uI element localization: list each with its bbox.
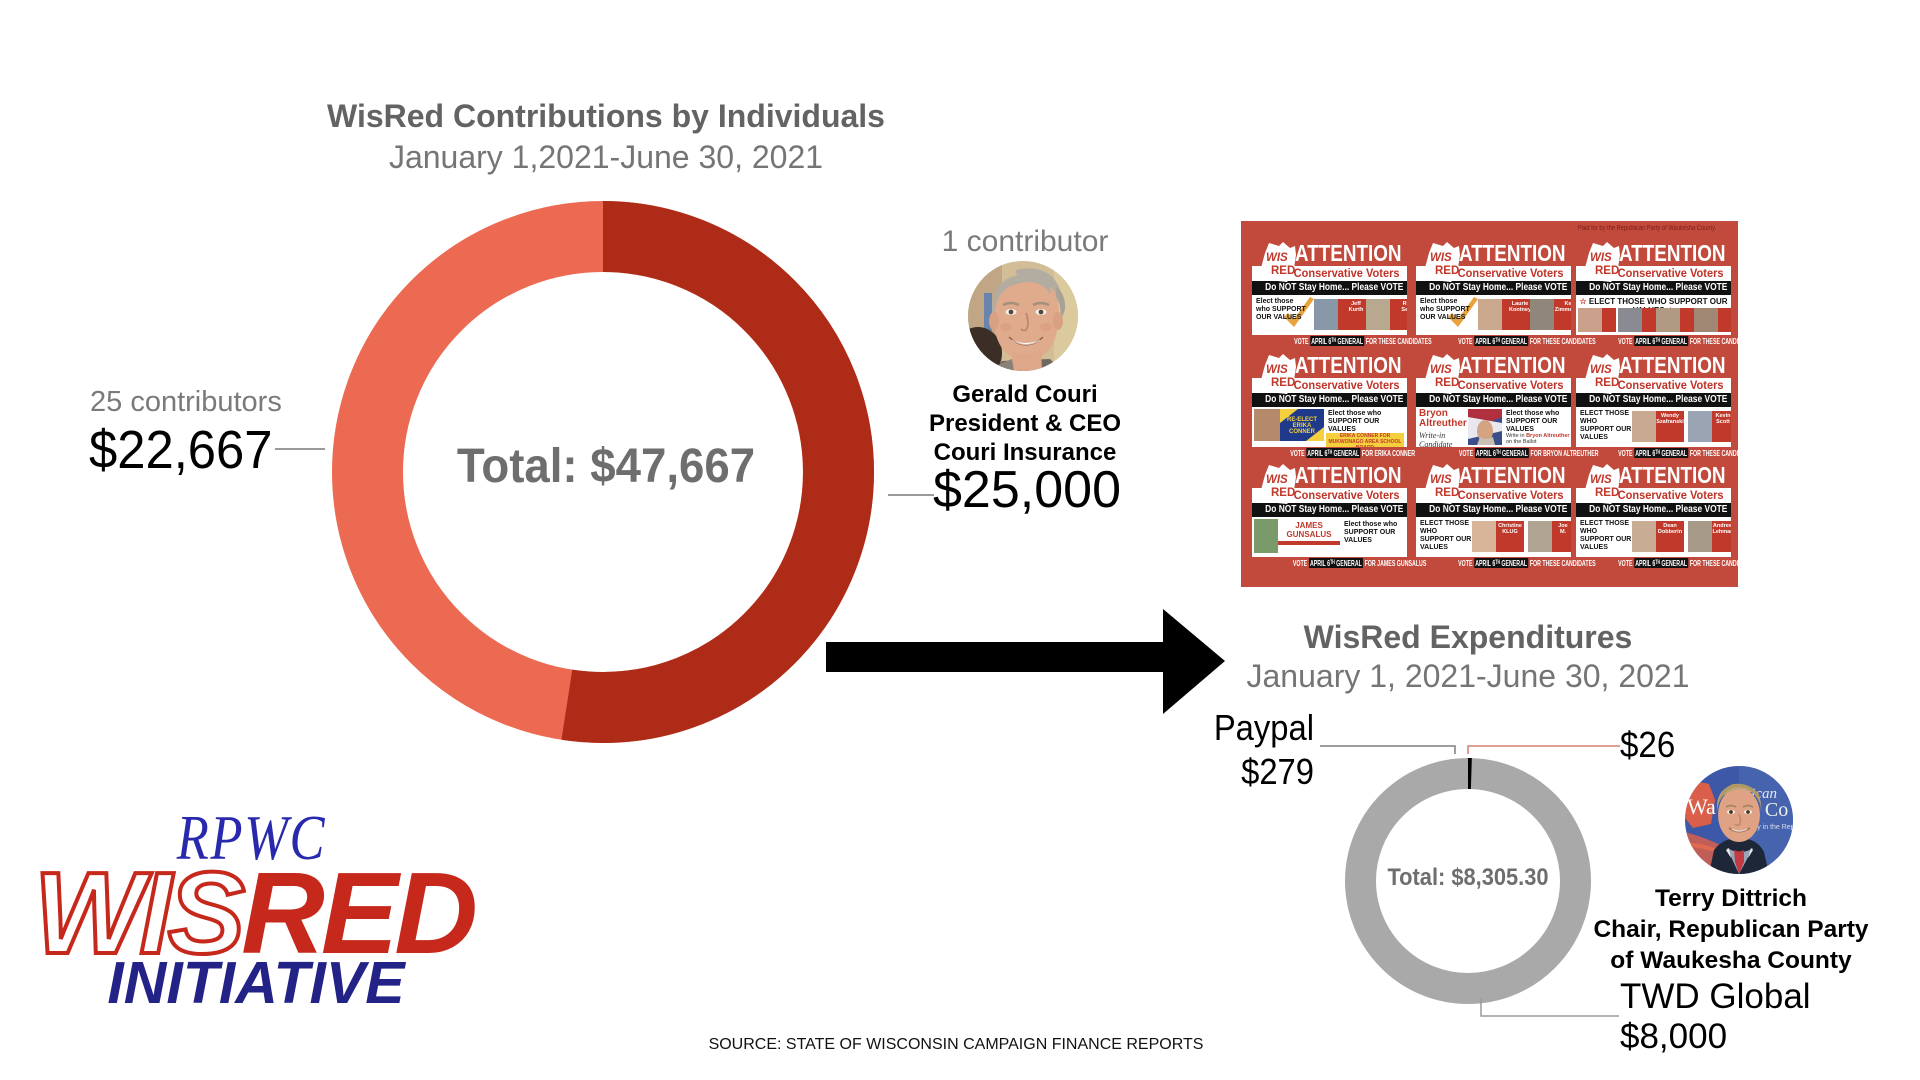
svg-text:WIS: WIS bbox=[1430, 364, 1452, 376]
svg-text:WIS: WIS bbox=[1266, 364, 1288, 376]
svg-text:RED: RED bbox=[1595, 487, 1619, 499]
svg-text:RED: RED bbox=[1595, 265, 1619, 277]
svg-text:RED: RED bbox=[1435, 377, 1459, 389]
svg-text:RED: RED bbox=[1595, 377, 1619, 389]
svg-text:Wa: Wa bbox=[1687, 794, 1716, 819]
svg-text:WIS: WIS bbox=[1266, 252, 1288, 264]
svg-text:RED: RED bbox=[1271, 487, 1295, 499]
svg-text:a Co: a Co bbox=[1751, 799, 1788, 821]
svg-text:WIS: WIS bbox=[1430, 252, 1452, 264]
svg-text:Way in the Repu: Way in the Repu bbox=[1747, 824, 1793, 831]
svg-text:WIS: WIS bbox=[1590, 364, 1612, 376]
svg-text:WIS: WIS bbox=[1590, 252, 1612, 264]
svg-text:WIS: WIS bbox=[1590, 474, 1612, 486]
svg-text:RED: RED bbox=[1271, 377, 1295, 389]
svg-text:WIS: WIS bbox=[1266, 474, 1288, 486]
svg-text:WIS: WIS bbox=[1430, 474, 1452, 486]
svg-text:RED: RED bbox=[1271, 265, 1295, 277]
svg-text:RED: RED bbox=[1435, 265, 1459, 277]
svg-text:RED: RED bbox=[1435, 487, 1459, 499]
